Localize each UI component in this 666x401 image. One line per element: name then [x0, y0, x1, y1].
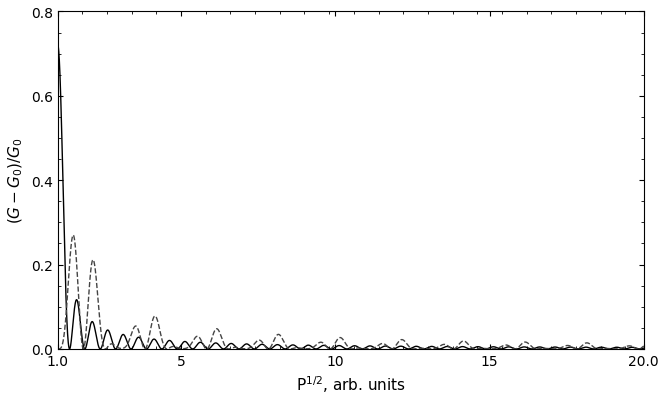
X-axis label: P$^{1/2}$, arb. units: P$^{1/2}$, arb. units [296, 373, 406, 394]
Y-axis label: $(G - G_0)/G_0$: $(G - G_0)/G_0$ [7, 138, 25, 224]
